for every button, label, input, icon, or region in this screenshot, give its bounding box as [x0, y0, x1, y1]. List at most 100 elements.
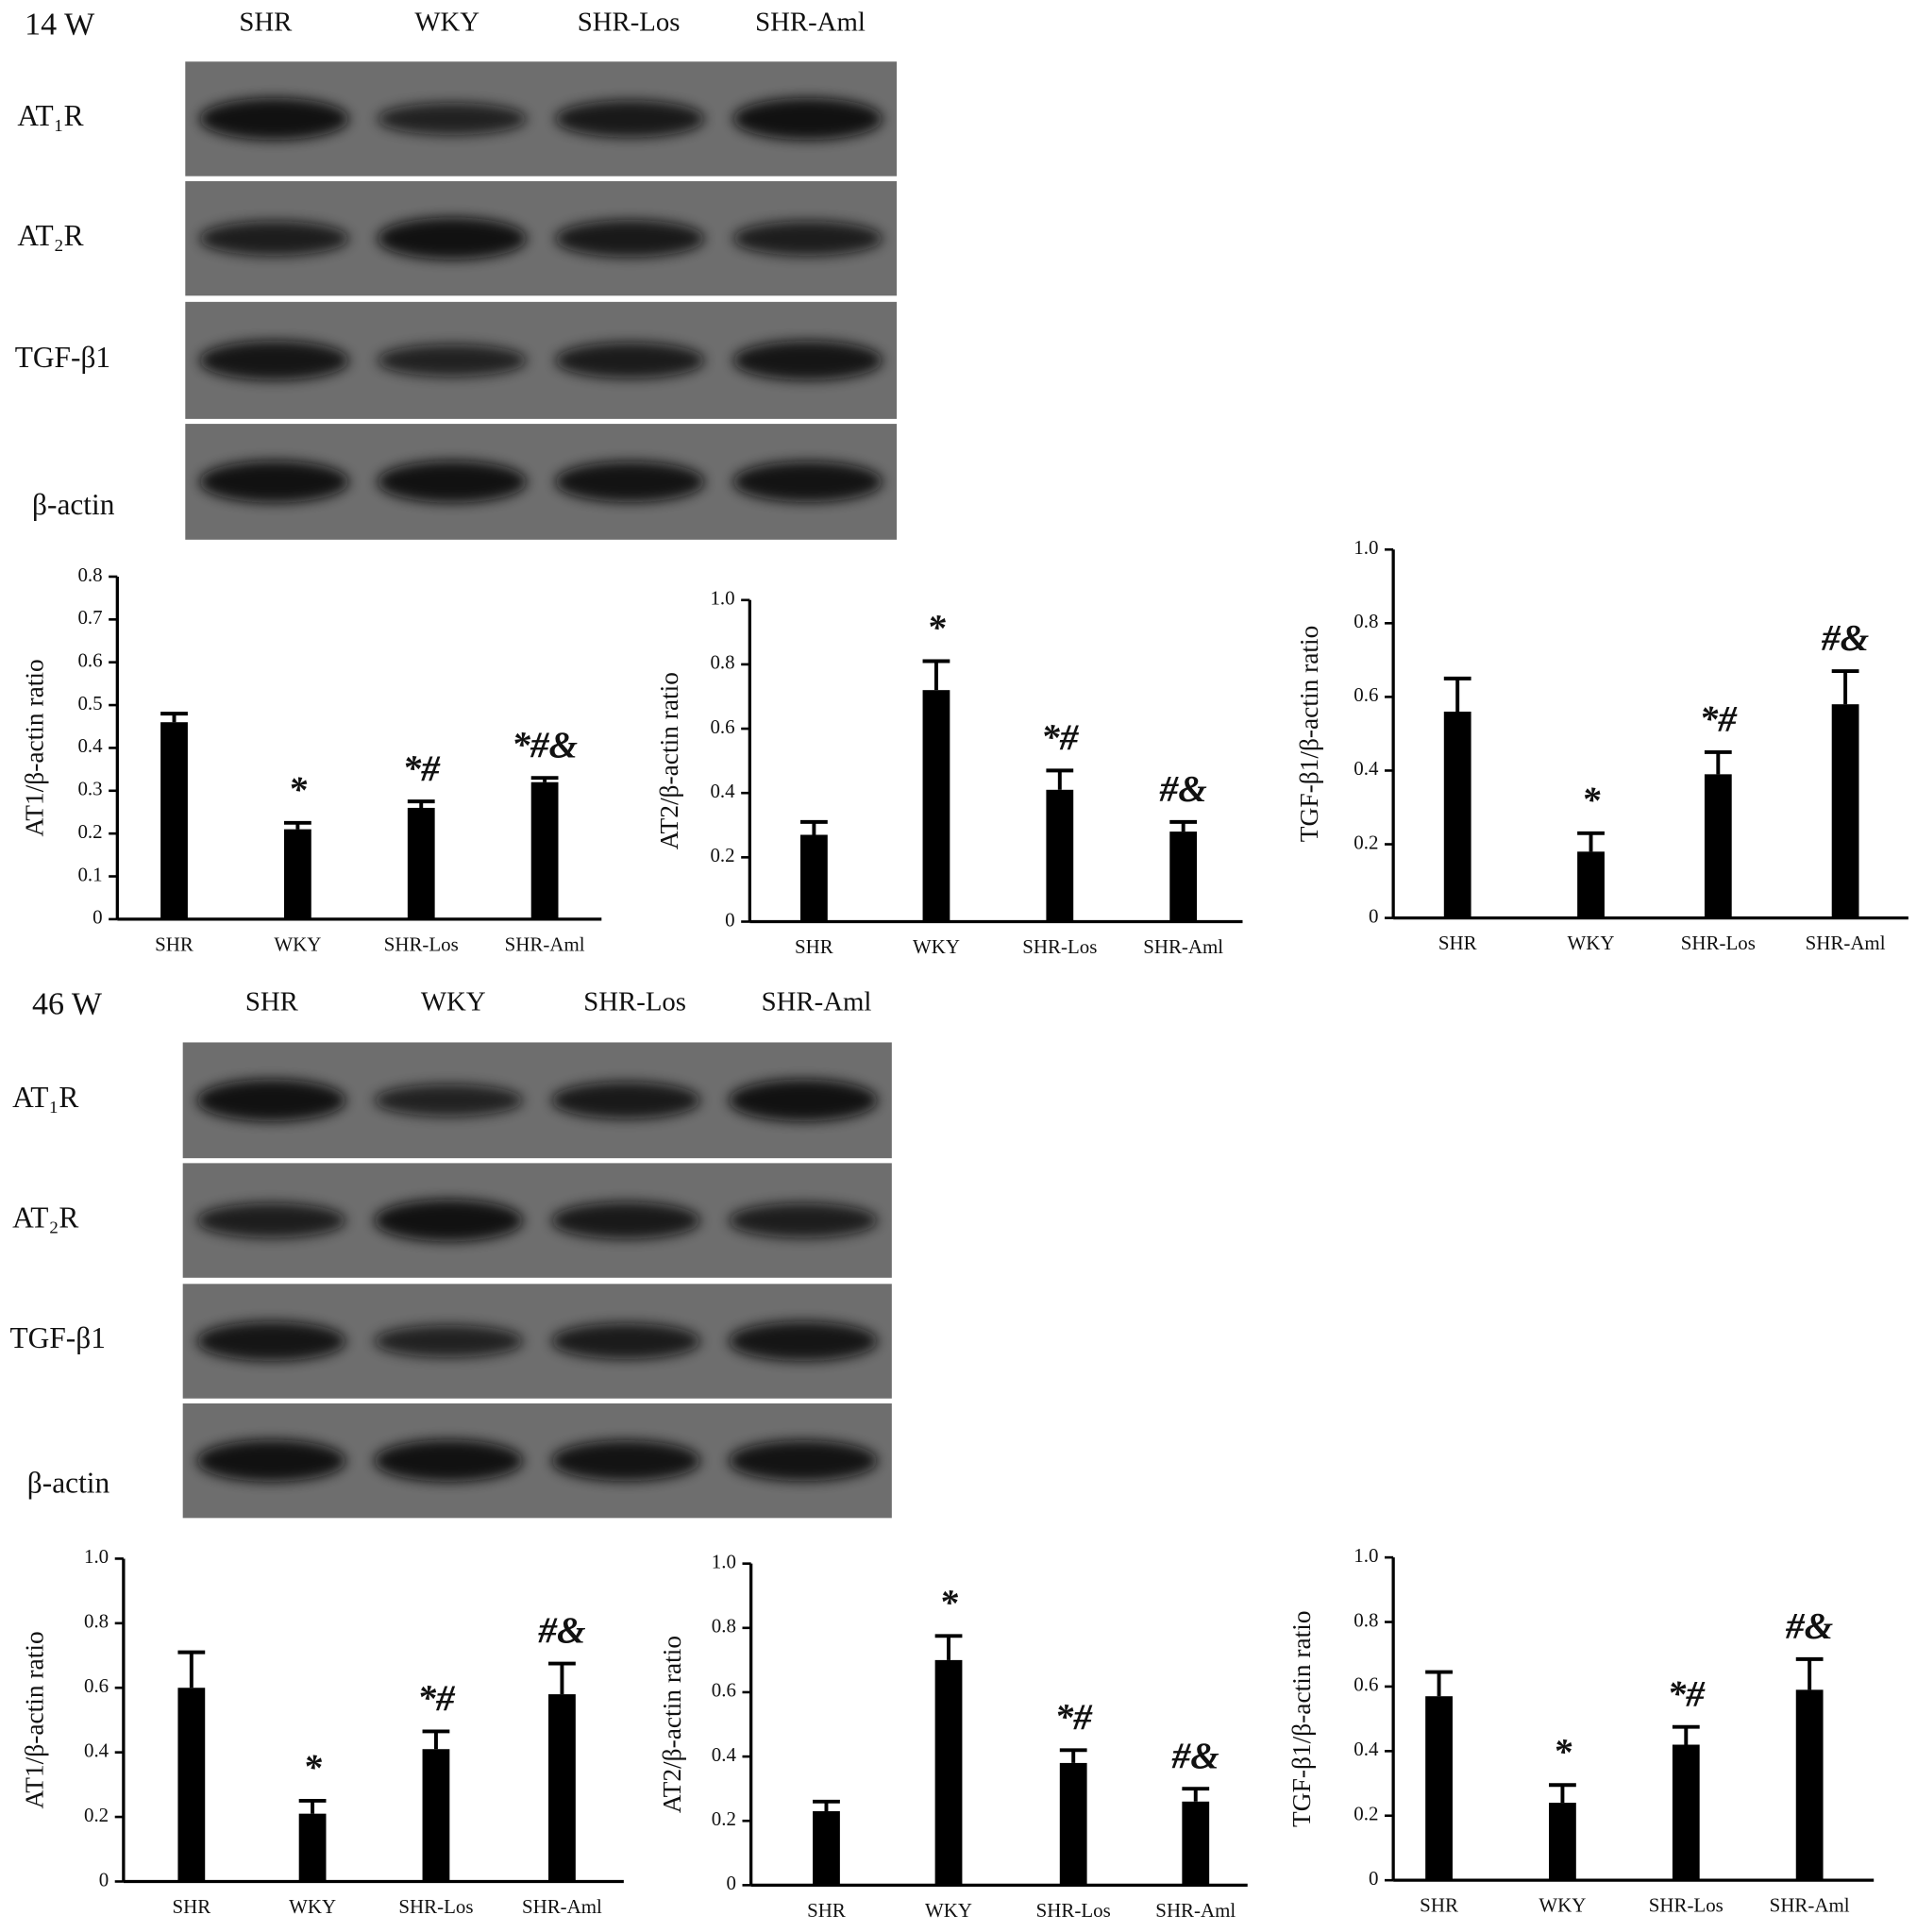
error-bar	[1169, 819, 1198, 832]
y-tick-label: 0.6	[84, 1674, 109, 1697]
x-tick-label: SHR-Los	[398, 1895, 473, 1918]
protein-label: AT₁R	[17, 99, 83, 132]
y-tick-label: 1.0	[712, 1550, 736, 1572]
y-tick-label: 0.3	[77, 778, 102, 800]
band	[729, 1079, 878, 1121]
band	[199, 340, 349, 380]
bar	[530, 781, 559, 919]
bar	[1443, 711, 1471, 918]
bar	[1795, 1689, 1824, 1881]
y-tick-label: 0.2	[84, 1804, 109, 1826]
x-tick-label: SHR-Aml	[1143, 935, 1223, 958]
lane-label: WKY	[414, 8, 479, 38]
annotation: #&	[1171, 1736, 1220, 1776]
x-tick-label: SHR-Los	[384, 932, 459, 955]
annotation: *#	[1055, 1697, 1094, 1738]
y-tick-label: 0.4	[84, 1739, 109, 1761]
error-bar	[922, 659, 950, 691]
error-bar	[1046, 768, 1074, 790]
annotation: *	[1582, 781, 1601, 821]
x-tick-label: WKY	[925, 1899, 972, 1922]
x-tick-label: SHR	[155, 932, 193, 955]
error-bar	[1795, 1656, 1824, 1690]
band	[196, 1079, 346, 1121]
annotation: *	[303, 1748, 322, 1789]
y-tick-label: 0.8	[77, 563, 102, 586]
band	[199, 97, 349, 141]
annotation: #&	[1785, 1606, 1834, 1647]
band	[732, 97, 883, 141]
y-tick-label: 1.0	[710, 587, 734, 610]
error-bar	[177, 1650, 206, 1688]
y-tick-label: 0.2	[712, 1807, 736, 1830]
x-tick-label: WKY	[274, 932, 321, 955]
annotation: #&	[1159, 769, 1208, 810]
bar	[1182, 1801, 1210, 1886]
bar	[1046, 789, 1074, 922]
lane-label: SHR-Los	[578, 8, 681, 38]
error-bar	[160, 712, 188, 723]
error-bar	[1182, 1787, 1210, 1802]
y-axis-label: TGF-β1/β-actin ratio	[1287, 1610, 1316, 1827]
band	[729, 1202, 878, 1238]
x-tick-label: SHR-Aml	[522, 1895, 602, 1918]
bar	[177, 1688, 206, 1882]
y-tick-label: 0.6	[1354, 683, 1378, 706]
bar	[813, 1811, 840, 1886]
band	[377, 103, 528, 135]
protein-label: TGF-β1	[9, 1321, 105, 1354]
annotation: *	[927, 608, 946, 648]
lane-label: WKY	[421, 987, 486, 1017]
annotation: *	[289, 770, 308, 811]
band	[377, 461, 528, 503]
error-bar	[1672, 1724, 1700, 1745]
bar	[422, 1749, 450, 1882]
error-bar	[934, 1634, 963, 1660]
protein-label: β-actin	[32, 488, 115, 521]
y-axis-label: AT1/β-actin ratio	[21, 1631, 49, 1808]
band	[551, 1440, 701, 1482]
y-tick-label: 0.7	[77, 606, 102, 629]
band	[555, 342, 705, 378]
band	[729, 1321, 878, 1361]
x-tick-label: SHR-Los	[1681, 932, 1756, 954]
protein-label: AT₂R	[12, 1201, 78, 1234]
y-tick-label: 0	[99, 1868, 109, 1890]
protein-label: TGF-β1	[15, 341, 110, 374]
band	[732, 461, 883, 502]
y-tick-label: 0.2	[710, 844, 734, 866]
x-tick-label: SHR	[1420, 1894, 1458, 1917]
band	[732, 221, 883, 256]
error-bar	[1577, 831, 1605, 852]
x-tick-label: SHR	[172, 1895, 210, 1918]
error-bar	[1443, 676, 1471, 712]
y-axis-label: AT2/β-actin ratio	[658, 1636, 686, 1813]
bar	[548, 1694, 576, 1882]
error-bar	[422, 1729, 450, 1750]
x-tick-label: SHR-Aml	[1155, 1899, 1236, 1922]
bar	[1425, 1696, 1453, 1881]
band	[199, 461, 349, 503]
band	[555, 220, 705, 258]
bar	[1672, 1744, 1700, 1881]
bar	[1169, 832, 1198, 922]
band	[551, 1082, 701, 1119]
y-tick-label: 0	[1369, 904, 1378, 927]
annotation: *#	[403, 748, 442, 789]
bar	[1549, 1803, 1576, 1881]
lane-label: SHR-Aml	[762, 987, 872, 1017]
error-bar	[1704, 749, 1732, 775]
bar	[799, 834, 828, 922]
band	[199, 221, 349, 256]
y-tick-label: 1.0	[1354, 1544, 1378, 1567]
protein-label: AT₁R	[12, 1081, 78, 1114]
bar	[1704, 774, 1732, 918]
lane-label: SHR	[245, 987, 299, 1017]
annotation: *	[939, 1583, 958, 1623]
y-tick-label: 0	[726, 1872, 735, 1894]
band	[374, 1084, 524, 1117]
annotation: *#	[1668, 1673, 1707, 1714]
error-bar	[799, 819, 828, 835]
x-tick-label: SHR	[1438, 932, 1477, 954]
x-tick-label: SHR	[795, 935, 833, 958]
